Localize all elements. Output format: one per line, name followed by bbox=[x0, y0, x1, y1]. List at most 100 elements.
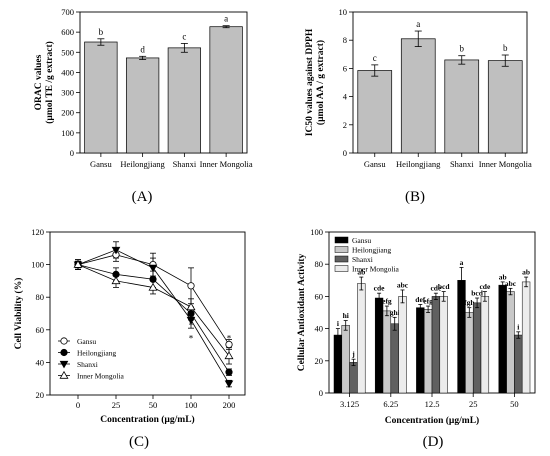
a-y-tick-label: 100 bbox=[61, 128, 74, 138]
d-x-tick-label: 25 bbox=[469, 399, 478, 409]
c-x-axis-label: Concentration (µg/mL) bbox=[100, 414, 194, 425]
d-bar bbox=[472, 302, 482, 394]
c-y-tick-label: 40 bbox=[36, 357, 45, 367]
a-panel-label: (A) bbox=[132, 189, 153, 205]
b-bar bbox=[357, 70, 393, 154]
a-significance-letter: b bbox=[99, 27, 104, 37]
d-significance-letter: cde bbox=[479, 282, 491, 291]
d-legend-label: Shanxi bbox=[352, 255, 373, 264]
c-legend-label: Shanxi bbox=[77, 360, 98, 369]
d-significance-letter: cde bbox=[430, 284, 442, 293]
a-y-tick-label: 400 bbox=[61, 67, 74, 77]
b-y-tick-label: 4 bbox=[343, 92, 348, 102]
c-panel-label: (C) bbox=[129, 434, 149, 450]
d-significance-letter: efg bbox=[423, 297, 433, 306]
c-data-point bbox=[186, 302, 196, 311]
a-x-tick-label: Heilongjiang bbox=[120, 159, 165, 169]
d-x-axis-label: Concentration (µg/mL) bbox=[385, 415, 479, 426]
c-legend-marker bbox=[60, 337, 68, 345]
d-bar bbox=[416, 307, 425, 394]
c-x-tick-label: 50 bbox=[149, 400, 158, 410]
b-y-axis-label-line: IC50 values against DPPH bbox=[305, 28, 315, 136]
a-y-tick-label: 600 bbox=[61, 27, 74, 37]
d-significance-letter: i bbox=[337, 319, 339, 328]
d-legend-swatch bbox=[334, 255, 349, 263]
c-y-tick-label: 60 bbox=[36, 325, 45, 335]
c-legend-label: Heilongjiang bbox=[77, 348, 116, 357]
c-data-point bbox=[148, 282, 158, 291]
a-x-tick-label: Gansu bbox=[90, 159, 112, 169]
d-significance-letter: bcd bbox=[471, 289, 484, 298]
c-legend-marker bbox=[60, 348, 68, 357]
d-significance-letter: abc bbox=[505, 279, 517, 288]
d-x-tick-label: 3.125 bbox=[340, 399, 359, 409]
d-bar bbox=[521, 281, 531, 394]
d-y-tick-label: 60 bbox=[315, 291, 324, 301]
d-legend-label: Inner Mongolia bbox=[352, 265, 400, 274]
d-bar bbox=[382, 310, 392, 394]
d-significance-letter: fgh bbox=[464, 298, 475, 307]
b-bar bbox=[487, 60, 523, 154]
a-y-tick-label: 700 bbox=[61, 7, 74, 17]
d-legend-swatch bbox=[334, 236, 349, 244]
d-significance-letter: ab bbox=[357, 268, 365, 277]
d-significance-letter: efg bbox=[382, 297, 392, 306]
d-bar bbox=[498, 284, 507, 394]
c-data-point bbox=[148, 264, 158, 273]
b-y-tick-label: 8 bbox=[343, 35, 347, 45]
c-x-tick-label: 0 bbox=[76, 400, 80, 410]
b-significance-letter: b bbox=[503, 43, 508, 53]
panel-c-cell-viability-chart: 20 40 60 80 100 120 0 25 50 100 200 * * * Gansu Heilong… bbox=[13, 227, 246, 450]
c-data-point bbox=[73, 259, 83, 268]
c-data-point bbox=[111, 246, 121, 255]
c-data-point bbox=[111, 276, 121, 285]
d-bar bbox=[374, 297, 384, 394]
d-significance-letter: ab bbox=[522, 268, 530, 277]
a-y-tick-label: 300 bbox=[61, 88, 74, 98]
a-significance-letter: c bbox=[182, 31, 186, 41]
d-bar bbox=[341, 325, 350, 394]
b-x-tick-label: Shanxi bbox=[450, 159, 474, 169]
d-significance-letter: bcd bbox=[438, 282, 451, 291]
a-x-tick-label: Inner Mongolia bbox=[200, 159, 253, 169]
c-data-point bbox=[149, 275, 157, 283]
c-data-point bbox=[225, 368, 233, 376]
d-bar bbox=[390, 323, 399, 394]
c-legend-label: Inner Mongolia bbox=[77, 371, 125, 380]
c-y-tick-label: 100 bbox=[31, 260, 44, 270]
d-bar bbox=[480, 296, 490, 394]
d-legend-label: Heilongjiang bbox=[352, 246, 391, 255]
d-legend-swatch bbox=[334, 265, 349, 272]
c-data-point bbox=[224, 380, 234, 388]
b-x-tick-label: Inner Mongolia bbox=[479, 159, 532, 169]
c-y-tick-label: 20 bbox=[36, 390, 45, 400]
c-significance-star: * bbox=[227, 333, 232, 343]
c-significance-star: * bbox=[189, 320, 194, 330]
b-y-tick-label: 10 bbox=[339, 7, 348, 17]
b-significance-letter: a bbox=[416, 19, 420, 29]
c-data-point bbox=[187, 282, 195, 290]
c-legend-marker bbox=[59, 360, 69, 369]
a-plot-frame bbox=[79, 11, 248, 154]
b-plot-frame bbox=[352, 11, 528, 154]
d-bar bbox=[398, 296, 407, 394]
d-significance-letter: hi bbox=[343, 311, 349, 320]
b-panel-label: (B) bbox=[405, 189, 425, 205]
a-y-axis-label: ORAC values(µmol TE /g extract) bbox=[34, 41, 55, 124]
d-significance-letter: cde bbox=[374, 284, 386, 293]
a-significance-letter: d bbox=[140, 44, 145, 54]
c-data-point bbox=[186, 316, 196, 325]
d-y-tick-label: 100 bbox=[310, 227, 323, 237]
a-significance-letter: a bbox=[224, 14, 228, 24]
c-x-tick-label: 200 bbox=[223, 400, 236, 410]
c-legend-label: Gansu bbox=[77, 337, 96, 346]
d-x-tick-label: 6.25 bbox=[383, 399, 398, 409]
c-legend-marker bbox=[59, 370, 69, 379]
b-x-tick-label: Heilongjiang bbox=[396, 159, 441, 169]
d-x-tick-label: 12.5 bbox=[425, 399, 440, 409]
d-significance-letter: ghi bbox=[390, 308, 400, 317]
d-bar bbox=[357, 283, 366, 394]
b-bar bbox=[444, 59, 480, 154]
c-data-point bbox=[187, 309, 195, 318]
panel-a-orac-chart: 0 100 200 300 400 500 600 700 b Gansu d Heilongjian… bbox=[34, 7, 253, 205]
